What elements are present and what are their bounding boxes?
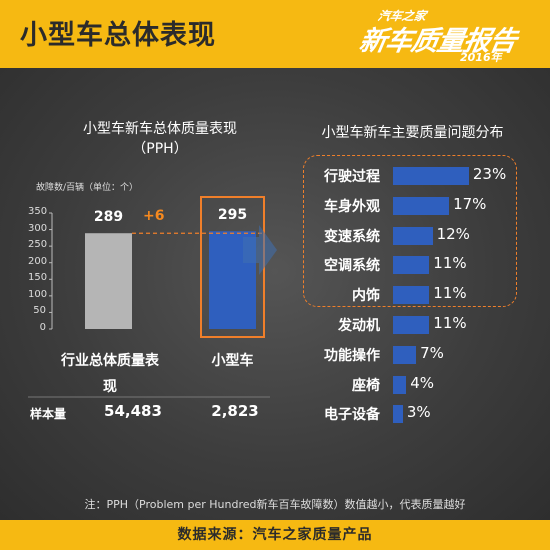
sample-size-label: 样本量	[30, 407, 67, 421]
arrow-right-icon	[243, 225, 277, 275]
left-chart-subtitle: （PPH）	[132, 141, 188, 157]
issue-bar	[393, 226, 433, 245]
bar-value-label: 295	[217, 207, 248, 224]
issue-value-label: 11%	[433, 314, 467, 332]
left-chart-title: 小型车新车总体质量表现	[83, 121, 237, 137]
issue-category-label: 发动机	[338, 318, 380, 334]
brand-logo: 汽车之家 新车质量报告 2016年	[357, 5, 530, 65]
right-chart-title: 小型车新车主要质量问题分布	[321, 125, 504, 141]
y-tick-label: 350	[28, 206, 48, 217]
issue-value-label: 4%	[410, 373, 434, 392]
y-tick-label: 250	[28, 239, 48, 251]
issue-value-label: 11%	[433, 284, 467, 303]
highlight-box	[303, 155, 517, 307]
issue-bar	[393, 196, 450, 215]
issue-bar	[393, 375, 407, 394]
data-source: 数据来源：汽车之家质量产品	[177, 527, 373, 543]
category-label: 行业总体质量表现	[61, 353, 159, 395]
issue-value-label: 23%	[472, 165, 507, 183]
category-label: 小型车	[211, 353, 254, 369]
issue-value-label: 17%	[453, 194, 487, 213]
issue-category-label: 行驶过程	[324, 169, 380, 185]
issue-bar	[393, 167, 469, 185]
bar-industry	[85, 233, 132, 329]
y-tick-label: 150	[28, 272, 48, 284]
issue-bar	[393, 256, 430, 275]
issue-value-label: 12%	[436, 224, 470, 243]
y-tick-label: 100	[28, 288, 48, 300]
footnote: 注：PPH（Problem per Hundred新车百车故障数）数值越小，代表…	[84, 498, 466, 511]
issue-bar	[393, 316, 430, 334]
issue-category-label: 功能操作	[324, 347, 380, 364]
y-tick-label: 300	[28, 222, 48, 234]
issue-bar	[393, 345, 417, 364]
issue-value-label: 7%	[420, 343, 444, 362]
y-tick-label: 200	[28, 255, 48, 267]
y-tick-label: 50	[33, 305, 46, 317]
header-bar: 小型车总体表现 汽车之家 新车质量报告 2016年	[0, 0, 550, 68]
issue-bar	[393, 286, 430, 305]
bar-value-label: 289	[93, 209, 124, 226]
issue-bar	[393, 405, 403, 424]
sample-size-value: 2,823	[211, 402, 259, 420]
logo-year: 2016年	[460, 51, 502, 64]
issue-category-label: 车身外观	[324, 198, 380, 215]
issue-category-label: 空调系统	[324, 258, 380, 275]
page-title: 小型车总体表现	[20, 20, 216, 51]
issue-category-label: 电子设备	[324, 407, 380, 424]
issue-value-label: 3%	[406, 403, 431, 422]
issue-category-label: 座椅	[352, 377, 380, 394]
issue-category-label: 变速系统	[324, 228, 380, 245]
difference-label: +6	[143, 208, 165, 224]
issue-category-label: 内饰	[352, 288, 380, 305]
y-axis-unit: 故障数/百辆（单位：个）	[36, 183, 139, 193]
sample-size-value: 54,483	[104, 402, 162, 420]
issue-value-label: 11%	[433, 254, 467, 273]
y-tick-label: 0	[39, 322, 46, 333]
footer-bar: 数据来源：汽车之家质量产品	[0, 520, 550, 550]
